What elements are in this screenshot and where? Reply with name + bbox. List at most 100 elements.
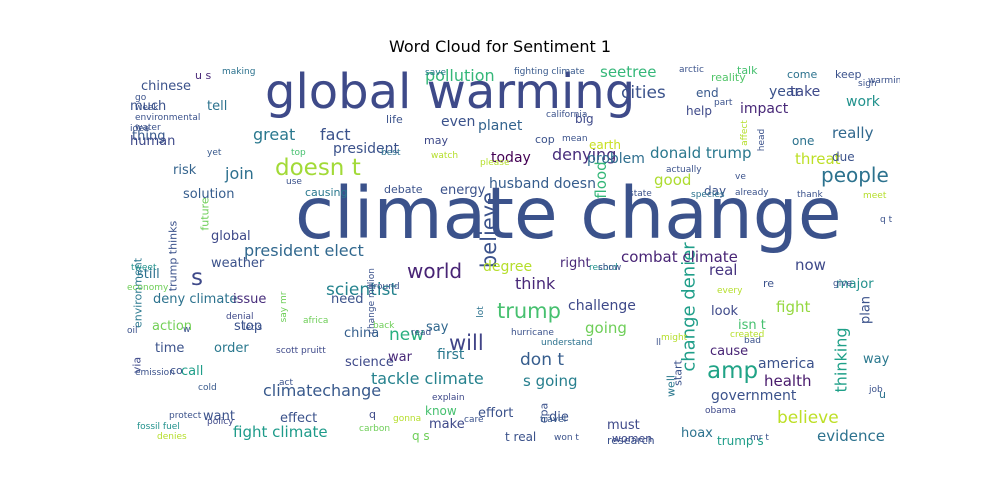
word-making: making [222,67,255,77]
word-let-s: let s [243,323,262,333]
word-know: know [425,404,457,418]
word-going: going [585,319,627,337]
word-denies: denies [157,432,187,442]
word-first: first [437,347,465,363]
word-emission: emission [135,368,175,378]
word-around: around [368,282,400,292]
word-africa: africa [303,316,328,326]
word-ve: ve [735,172,746,182]
word-new: new [389,325,424,345]
word-epa: epa [538,403,551,424]
word-today: today [491,150,531,166]
word-ll: ll [656,338,661,348]
word-environmental: environmental [135,113,200,123]
word-act: act [279,378,293,388]
word-way: way [863,352,890,367]
word-watch: watch [431,151,458,161]
word-take: take [790,84,820,100]
word-fight: fight [776,298,810,316]
word-really: really [832,124,874,142]
word-reality: reality [711,71,746,84]
word-please: please [480,158,510,168]
word-trump: trump [497,299,561,323]
word-cloud-canvas: climate change global warming doesn t amp s b… [125,60,900,450]
word-read: read [411,328,431,338]
word-state: state [629,189,652,199]
word-q-s: q s [412,429,430,443]
word-end: end [696,86,719,100]
word-threat: threat [795,150,841,168]
word-carbon: carbon [359,424,390,434]
word-fight-climate: fight climate [233,423,328,441]
word-help: help [686,104,712,118]
word-isn-t: isn t [738,318,766,333]
word-policy: policy [207,417,234,427]
word-cause: cause [710,344,748,359]
word-job: job [868,385,883,395]
word-q: q [369,408,376,421]
word-created: created [730,330,764,340]
word-every: every [717,286,743,296]
word-yet: yet [207,148,222,158]
word-issue: issue [233,292,266,307]
word-seetree: seetree [600,63,656,81]
word-q-t: q t [880,215,893,225]
word-combat-climate: combat climate [621,248,738,266]
word-call: call [181,364,203,379]
word-part: part [714,98,733,108]
word-top: top [291,148,306,158]
word-understand: understand [541,338,593,348]
word-want: want [203,409,235,424]
word-mean: mean [562,134,588,144]
word-mr-t: mr t [750,433,769,443]
word-world: world [407,259,462,283]
word-health: health [764,372,811,390]
word-still: still [137,267,160,282]
word-work: work [846,94,881,110]
word-america: america [758,356,815,372]
word-year: year [769,84,800,100]
word-cop: cop [535,133,555,146]
word-effort: effort [478,406,513,421]
word-cities: cities [621,83,666,103]
word-donald-trump: donald trump [650,144,752,162]
word-due: due [832,150,855,164]
word-president-elect: president elect [244,241,364,260]
word-economy: economy [127,283,169,293]
word-action: action [152,319,192,334]
word-chinese: chinese [141,79,191,94]
word-weather: weather [211,256,265,271]
word-record: record [589,263,618,273]
word-show: show [598,263,621,273]
word-government: government [711,388,797,404]
word-thank: thank [797,190,823,200]
word-won-t: won t [554,433,579,443]
word-doesn-t: doesn t [275,155,361,181]
word-species: species [691,190,725,200]
word-re: re [763,277,774,290]
word-save: save [425,68,447,78]
word-one: one [792,134,814,148]
word-good: good [654,171,691,189]
word-stop: stop [234,319,262,334]
word-obama: obama [705,406,736,416]
word-energy: energy [440,183,486,198]
word-actually: actually [666,165,702,175]
word-w: w [183,325,190,335]
word-start: start [672,360,685,386]
word-risk: risk [173,163,197,178]
word-best: best [381,148,401,158]
word-idea: idea [130,124,149,134]
word-california: california [546,110,587,120]
word-u-s: u s [195,69,211,82]
word-believe: believe [777,408,839,428]
word-people: people [821,163,889,187]
word-look: look [711,304,739,319]
word-causing: causing [305,186,348,199]
word-bad: bad [744,336,761,346]
word-evidence: evidence [817,427,885,445]
word-science: science [345,355,394,370]
word-change-denier: change denier [679,242,700,372]
word-may: may [424,134,448,147]
